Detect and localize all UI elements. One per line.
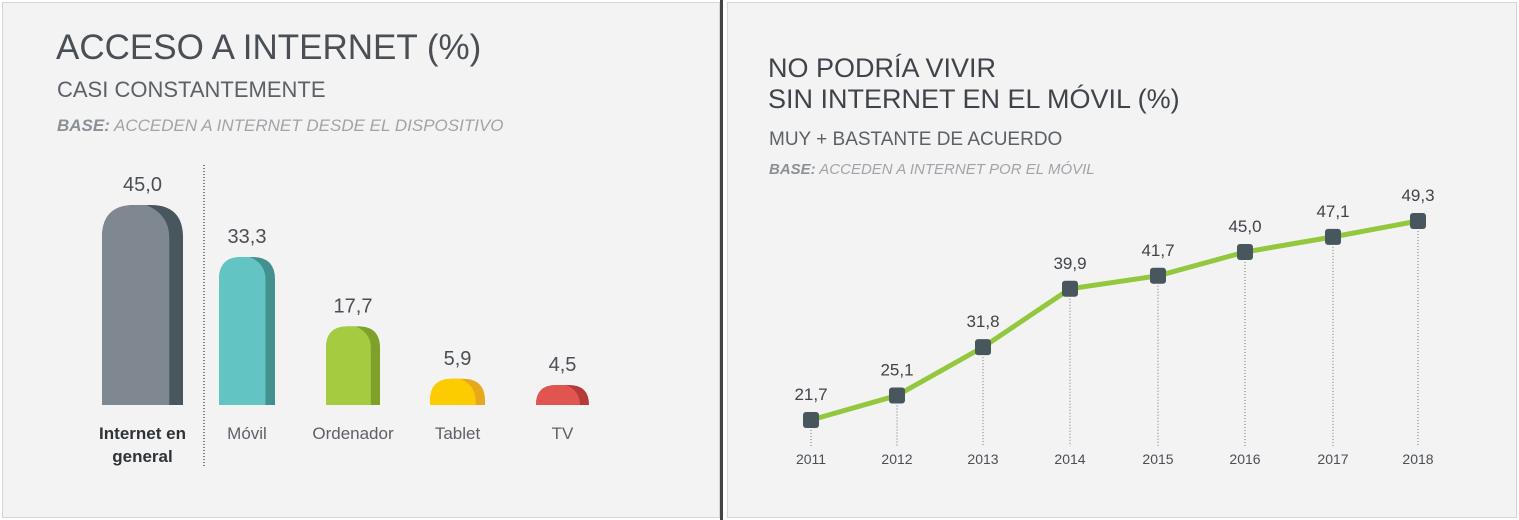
data-marker <box>889 387 905 404</box>
line-base-text: ACCEDEN A INTERNET POR EL MÓVIL <box>819 161 1095 178</box>
year-tick-label: 2018 <box>1402 451 1433 467</box>
year-tick-label: 2014 <box>1054 451 1085 467</box>
year-tick-label: 2013 <box>967 451 998 467</box>
point-value-label: 31,8 <box>966 312 999 331</box>
bar-value-label: 17,7 <box>334 295 373 317</box>
title-line-2: SIN INTERNET EN EL MÓVIL (%) <box>768 84 1180 114</box>
data-marker <box>1062 280 1078 297</box>
bar-base-label: BASE: <box>57 116 110 135</box>
bar-tablet <box>430 378 476 405</box>
year-tick-label: 2016 <box>1229 451 1260 467</box>
bar-category-label: Tablet <box>435 424 481 443</box>
line-chart-subtitle: MUY + BASTANTE DE ACUERDO <box>769 129 1063 150</box>
point-value-label: 41,7 <box>1141 241 1174 260</box>
year-tick-label: 2015 <box>1142 451 1173 467</box>
panel-divider <box>720 0 723 520</box>
bar-value-label: 4,5 <box>549 354 577 376</box>
bar-value-label: 5,9 <box>444 348 472 370</box>
bar-value-label: 45,0 <box>123 174 162 196</box>
data-marker <box>803 412 819 428</box>
point-value-label: 49,3 <box>1401 186 1434 205</box>
point-value-label: 25,1 <box>880 360 913 379</box>
bar-ordenador <box>326 326 371 405</box>
bar-chart-subtitle: CASI CONSTANTEMENTE <box>57 77 326 102</box>
year-tick-label: 2011 <box>796 451 826 467</box>
point-value-label: 21,7 <box>794 385 827 404</box>
bar-value-label: 33,3 <box>228 226 267 248</box>
bar-category-label: general <box>112 447 172 466</box>
bar-móvil <box>219 257 266 405</box>
year-tick-label: 2017 <box>1317 451 1348 467</box>
bar-category-label: Ordenador <box>312 424 394 443</box>
bar-tv <box>536 385 580 405</box>
title-line-1: NO PODRÍA VIVIR <box>768 53 997 83</box>
point-value-label: 45,0 <box>1228 217 1261 236</box>
series-line <box>810 218 1419 423</box>
year-tick-label: 2012 <box>881 451 912 467</box>
point-value-label: 47,1 <box>1316 202 1349 221</box>
bar-chart-title: ACCESO A INTERNET (%) <box>56 28 482 67</box>
line-base-label: BASE: <box>769 161 816 178</box>
data-marker <box>1237 244 1253 261</box>
bar-category-label: Internet en <box>99 424 186 443</box>
bar-internet-en-general <box>102 205 170 405</box>
bar-category-label: TV <box>552 424 574 443</box>
data-marker <box>975 339 991 356</box>
point-value-label: 39,9 <box>1053 254 1086 273</box>
data-marker <box>1150 267 1166 284</box>
bar-base-text: ACCEDEN A INTERNET DESDE EL DISPOSITIVO <box>114 116 504 135</box>
line-chart-title: NO PODRÍA VIVIR SIN INTERNET EN EL MÓVIL… <box>768 53 1180 115</box>
line-chart-panel <box>727 2 1517 518</box>
data-marker <box>1325 228 1341 245</box>
bar-category-label: Móvil <box>227 424 267 443</box>
data-marker <box>1410 213 1426 230</box>
